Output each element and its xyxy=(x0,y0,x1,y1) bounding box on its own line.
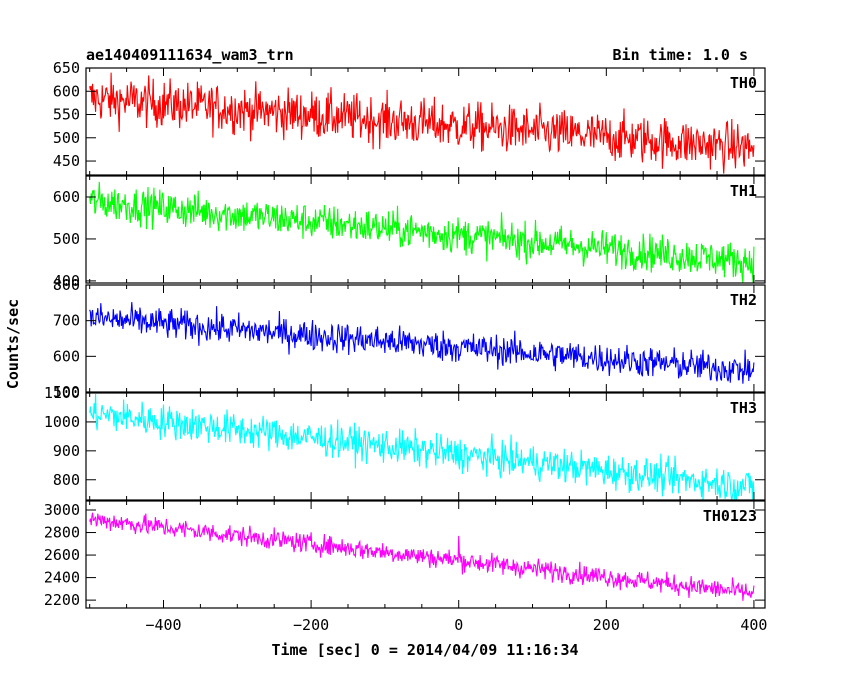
panel-th0: 450 500 550 600 650 TH0 xyxy=(53,59,766,176)
bin-time-label: Bin time: 1.0 s xyxy=(613,46,748,64)
y-tick-label: 600 xyxy=(53,188,80,206)
y-tick-label: 500 xyxy=(53,129,80,147)
x-tick-label: −400 xyxy=(145,616,181,634)
x-tick-label: 200 xyxy=(593,616,620,634)
x-tick-label: 0 xyxy=(454,616,463,634)
panel-frame xyxy=(85,175,766,284)
x-axis-label: Time [sec] 0 = 2014/04/09 11:16:34 xyxy=(271,641,578,659)
y-tick-label: 600 xyxy=(53,82,80,100)
y-tick-label: 1100 xyxy=(44,384,80,402)
y-tick-label: 550 xyxy=(53,106,80,124)
y-tick-label: 800 xyxy=(53,276,80,294)
panels: 450 500 550 600 650 TH0 400 500 600 TH1 500 600 700 8… xyxy=(44,59,768,634)
series-name-label: TH2 xyxy=(730,291,757,309)
plot-title: ae140409111634_wam3_trn xyxy=(86,46,294,64)
y-tick-label: 2600 xyxy=(44,546,80,564)
series-line-th0 xyxy=(89,72,755,174)
y-tick-label: 500 xyxy=(53,230,80,248)
series-name-label: TH3 xyxy=(730,399,757,417)
panel-frame xyxy=(85,500,766,609)
y-tick-label: 600 xyxy=(53,347,80,365)
series-line-th0123 xyxy=(89,512,755,601)
series-name-label: TH1 xyxy=(730,182,757,200)
y-tick-label: 450 xyxy=(53,152,80,170)
panel-th2: 500 600 700 800 TH2 xyxy=(53,276,766,401)
y-tick-label: 2800 xyxy=(44,524,80,542)
y-tick-label: 2200 xyxy=(44,591,80,609)
y-tick-label: 3000 xyxy=(44,501,80,519)
y-tick-label: 650 xyxy=(53,59,80,77)
panel-frame xyxy=(85,284,766,393)
series-line-th3 xyxy=(89,393,755,500)
x-tick-label: 400 xyxy=(740,616,767,634)
y-tick-label: 900 xyxy=(53,442,80,460)
y-axis-label: Counts/sec xyxy=(4,299,22,389)
series-line-th1 xyxy=(89,181,755,283)
panel-th3: 800 900 1000 1100 TH3 xyxy=(44,384,766,501)
y-tick-label: 700 xyxy=(53,312,80,330)
panel-th1: 400 500 600 TH1 xyxy=(53,175,766,290)
panel-th0123: 2200 2400 2600 2800 3000 TH0123 −400 −200 0 200 40… xyxy=(44,500,767,634)
y-tick-label: 800 xyxy=(53,471,80,489)
series-name-label: TH0 xyxy=(730,74,757,92)
panel-frame xyxy=(85,67,766,176)
series-name-label: TH0123 xyxy=(703,507,757,525)
y-tick-label: 500 xyxy=(53,383,80,401)
panel-frame xyxy=(85,392,766,501)
y-tick-label: 400 xyxy=(53,272,80,290)
y-tick-label: 1000 xyxy=(44,413,80,431)
y-tick-label: 2400 xyxy=(44,569,80,587)
series-line-th2 xyxy=(89,302,755,384)
x-tick-label: −200 xyxy=(293,616,329,634)
